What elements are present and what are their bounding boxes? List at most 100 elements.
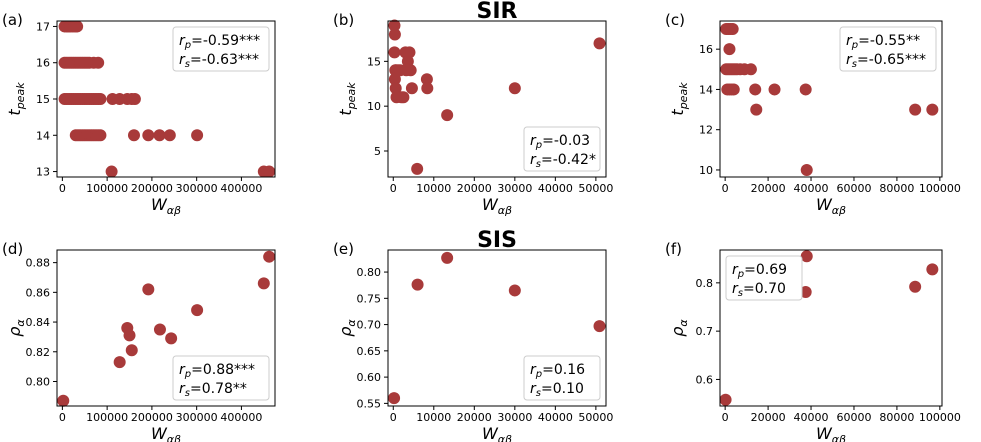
axes-frame (719, 20, 943, 178)
data-point (125, 344, 138, 357)
stats-legend-box (523, 355, 601, 401)
x-axis-label: Wαβ (482, 195, 512, 217)
panel-f: 0 20000 40000 60000 80000 100000 0.6 0.7 0.8 Wαβ ρ… (665, 240, 961, 442)
data-point (71, 20, 84, 33)
x-tick-label: 100000 (919, 182, 961, 195)
x-tick-label: 0 (59, 182, 66, 195)
data-point (441, 109, 454, 122)
data-point (57, 394, 70, 407)
data-point (142, 283, 155, 296)
data-point (799, 83, 812, 96)
y-tick-label: 14 (36, 129, 50, 142)
data-point (800, 250, 813, 263)
y-tick-label: 14 (699, 83, 713, 96)
x-tick-label: 0 (722, 411, 729, 424)
data-point (403, 46, 416, 59)
x-tick-label: 200000 (131, 182, 173, 195)
x-tick-label: 50000 (578, 411, 613, 424)
data-point (153, 129, 166, 142)
x-tick-label: 400000 (220, 411, 262, 424)
data-point (768, 83, 781, 96)
y-tick-label: 12 (699, 124, 713, 137)
data-point (92, 56, 105, 69)
stats-legend-box (172, 26, 270, 72)
x-tick-label: 0 (722, 182, 729, 195)
data-point (421, 82, 434, 95)
x-tick-label: 0 (59, 411, 66, 424)
data-point (191, 304, 204, 317)
x-tick-label: 50000 (578, 182, 613, 195)
x-tick-label: 20000 (751, 411, 786, 424)
chart-title: SIS (477, 228, 517, 253)
data-point (123, 329, 136, 342)
panel-label: (d) (2, 240, 23, 258)
data-point (389, 82, 402, 95)
stat-p: rp=0.69 (732, 262, 787, 280)
y-tick-label: 16 (36, 57, 50, 70)
data-point (508, 284, 521, 297)
panel-e: 0 10000 20000 30000 40000 50000 0.55 0.60 0.65 0.… (333, 228, 613, 442)
x-tick-label: 40000 (794, 182, 829, 195)
x-tick-label: 200000 (131, 411, 173, 424)
data-point (726, 23, 739, 36)
data-point (263, 250, 276, 263)
x-axis-label: Wαβ (816, 195, 846, 217)
y-axis-label: ρα (336, 319, 358, 337)
data-point (727, 83, 740, 96)
x-tick-label: 40000 (794, 411, 829, 424)
x-tick-label: 20000 (457, 182, 492, 195)
data-point (388, 28, 401, 41)
x-axis-label: Wαβ (816, 424, 846, 442)
stat-s: rs=0.70 (732, 281, 786, 299)
data-point (508, 82, 521, 95)
data-point (153, 323, 166, 336)
y-tick-label: 0.86 (26, 286, 51, 299)
x-tick-label: 80000 (879, 411, 914, 424)
data-point (388, 19, 401, 32)
x-tick-label: 20000 (751, 182, 786, 195)
y-tick-label: 5 (374, 145, 381, 158)
stats-legend-box (839, 26, 937, 72)
stats-legend-box (523, 126, 601, 172)
data-point (926, 103, 939, 116)
y-tick-label: 0.80 (357, 266, 382, 279)
data-point (411, 278, 424, 291)
panel-label: (f) (665, 240, 682, 258)
data-point (411, 162, 424, 175)
stat-p: rp=-0.03 (530, 133, 590, 151)
data-point (94, 93, 107, 105)
stat-p: rp=-0.55** (846, 33, 920, 51)
x-tick-label: 10000 (416, 182, 451, 195)
data-point (744, 63, 757, 76)
y-tick-label: 13 (36, 166, 50, 179)
y-tick-label: 10 (367, 100, 381, 113)
y-tick-label: 15 (367, 55, 381, 68)
data-point (105, 165, 118, 178)
stat-s: rs=-0.63*** (179, 52, 259, 70)
x-tick-label: 100000 (919, 411, 961, 424)
x-axis-label: Wαβ (151, 424, 181, 442)
stat-s: rs=-0.65*** (846, 52, 926, 70)
stat-p: rp=0.88*** (179, 362, 255, 380)
y-tick-label: 0.60 (357, 371, 382, 384)
y-axis-label: tpeak (336, 82, 358, 116)
stat-p: rp=-0.59*** (179, 33, 260, 51)
x-tick-label: 40000 (538, 411, 573, 424)
y-tick-label: 0.8 (696, 277, 714, 290)
axes-frame (719, 249, 943, 407)
x-tick-label: 100000 (86, 182, 128, 195)
x-tick-label: 300000 (176, 182, 218, 195)
stat-s: rs=-0.42* (530, 152, 596, 170)
x-tick-label: 60000 (836, 411, 871, 424)
x-tick-label: 0 (390, 411, 397, 424)
data-point (388, 46, 401, 59)
data-point (128, 93, 141, 105)
data-point (926, 263, 939, 276)
panel-c: 0 20000 40000 60000 80000 100000 10 12 14 16 Wαβ tp… (665, 11, 961, 217)
data-point (405, 82, 418, 95)
data-point (800, 163, 813, 176)
data-point (749, 83, 762, 96)
axes-frame (56, 249, 276, 407)
stats-legend-box (725, 255, 803, 301)
